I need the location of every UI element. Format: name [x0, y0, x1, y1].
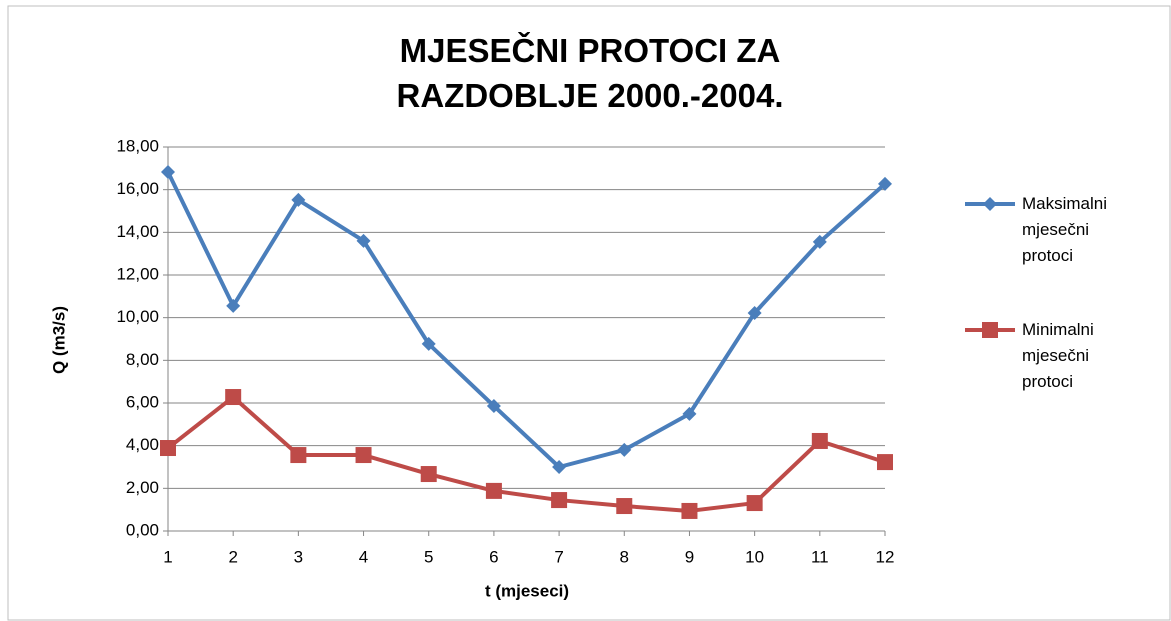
marker [552, 460, 567, 474]
y-tick-label: 0,00 [126, 520, 159, 539]
y-tick-label: 10,00 [116, 307, 159, 326]
x-tick-label: 2 [228, 547, 237, 566]
marker [290, 447, 307, 464]
x-tick-label: 8 [620, 547, 629, 566]
marker [681, 502, 698, 519]
x-tick-label: 11 [811, 547, 829, 566]
x-tick-label: 3 [294, 547, 303, 566]
marker [617, 442, 632, 457]
marker [982, 322, 998, 338]
y-tick-label: 4,00 [126, 435, 159, 454]
x-tick-label: 6 [489, 547, 498, 566]
legend-entry: Minimalni mjesečni protoci [1022, 320, 1094, 391]
frame [7, 5, 1171, 621]
marker [291, 192, 306, 207]
marker [485, 482, 502, 499]
series-line [166, 395, 886, 513]
marker [877, 454, 893, 471]
marker [161, 164, 175, 179]
x-tick-label: 1 [163, 547, 172, 566]
y-axis-label: Q (m3/s) [49, 306, 68, 374]
x-tick-label: 7 [554, 547, 563, 566]
x-tick-label: 4 [359, 547, 368, 566]
marker [486, 398, 501, 413]
marker [983, 197, 997, 211]
marker [811, 432, 828, 449]
y-tick-label: 14,00 [116, 222, 159, 241]
y-tick-label: 12,00 [116, 264, 159, 283]
y-tick-label: 8,00 [126, 350, 159, 369]
marker [878, 176, 892, 191]
chart-title: MJESEČNI PROTOCI ZA RAZDOBLJE 2000.-2004… [396, 32, 784, 114]
marker [225, 389, 242, 406]
marker [160, 440, 176, 457]
marker [682, 406, 697, 421]
marker [746, 495, 763, 512]
series-line [166, 171, 887, 469]
x-tick-label: 12 [876, 547, 895, 566]
marker [747, 305, 762, 320]
marker [420, 466, 437, 483]
x-tick-label: 5 [424, 547, 433, 566]
y-tick-label: 2,00 [126, 478, 159, 497]
x-tick-label: 10 [745, 547, 764, 566]
marker [812, 234, 827, 249]
x-axis-label: t (mjeseci) [485, 581, 569, 600]
marker [616, 498, 633, 515]
y-tick-label: 16,00 [116, 179, 159, 198]
x-tick-label: 9 [685, 547, 694, 566]
marker [421, 336, 436, 351]
marker [551, 492, 568, 509]
y-tick-label: 18,00 [116, 136, 159, 155]
marker [356, 233, 371, 248]
marker [226, 298, 241, 313]
y-tick-label: 6,00 [126, 392, 159, 411]
legend-entry: Maksimalni mjesečni protoci [1022, 194, 1108, 265]
marker [355, 447, 372, 464]
